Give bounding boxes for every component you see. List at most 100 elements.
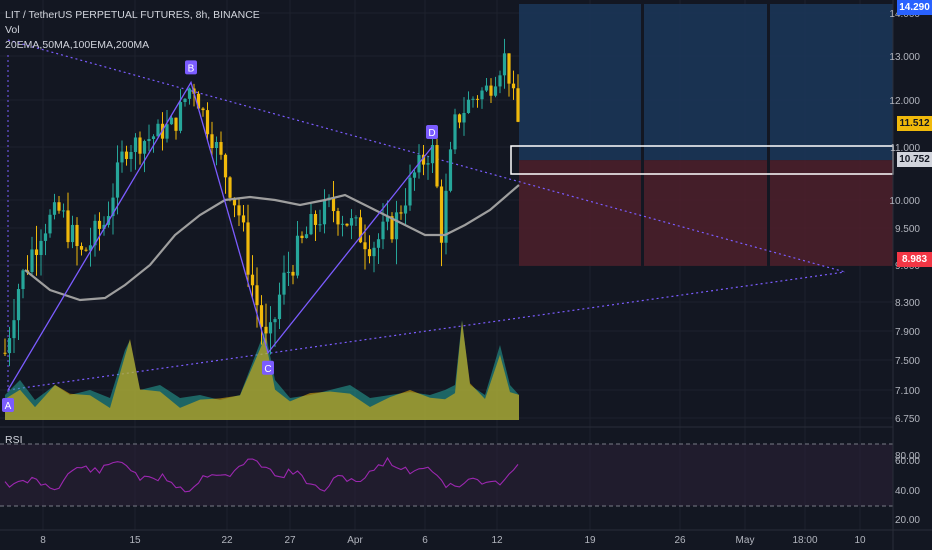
candle-body xyxy=(336,211,340,225)
candle-body xyxy=(111,197,115,217)
candle-body xyxy=(322,200,327,225)
target-price-label: 14.290 xyxy=(897,0,932,15)
time-tick-label: 12 xyxy=(491,535,503,546)
rsi-tick-label: 20.00 xyxy=(895,515,920,526)
pattern-point-d xyxy=(426,125,438,139)
candle-body xyxy=(403,205,408,214)
candle-body xyxy=(394,212,399,240)
candle-body xyxy=(511,83,516,89)
entry-price-label: 10.752 xyxy=(897,152,932,167)
candle-body xyxy=(156,123,160,137)
time-tick-label: 6 xyxy=(422,535,428,546)
moving-average-label[interactable]: 20EMA,50MA,100EMA,200MA xyxy=(5,39,150,51)
candle-body xyxy=(237,205,241,216)
candle-body xyxy=(457,114,462,123)
candle-body xyxy=(466,99,471,113)
rsi-label[interactable]: RSI xyxy=(5,434,23,446)
candle-body xyxy=(426,163,430,165)
candle-body xyxy=(309,214,313,235)
candle-body xyxy=(61,210,66,212)
candle-body xyxy=(228,177,232,198)
candle-body xyxy=(66,210,70,243)
time-tick-label: May xyxy=(736,535,755,546)
candle-body xyxy=(277,294,282,320)
candle-body xyxy=(214,142,219,149)
time-tick-label: 22 xyxy=(221,535,233,546)
candle-body xyxy=(210,134,214,149)
candle-body xyxy=(75,224,79,247)
rsi-tick-label: 80.00 xyxy=(895,451,920,462)
pattern-point-label: A xyxy=(5,401,12,412)
candle-body xyxy=(259,305,264,327)
candle-body xyxy=(232,197,237,206)
rsi-line xyxy=(4,456,519,493)
candle-body xyxy=(502,53,507,76)
price-tick-label: 9.500 xyxy=(895,224,920,235)
candle-body xyxy=(57,202,61,211)
zone-separator xyxy=(641,4,644,266)
zone-separator xyxy=(767,4,770,266)
candle-body xyxy=(147,139,151,142)
candle-body xyxy=(453,114,457,150)
candle-body xyxy=(142,141,147,154)
candle-body xyxy=(340,223,345,225)
price-tick-label: 12.000 xyxy=(889,96,920,107)
candle-body xyxy=(448,149,453,191)
candle-body xyxy=(124,151,129,159)
candle-body xyxy=(97,220,102,229)
candle-body xyxy=(498,75,502,87)
time-tick-label: 15 xyxy=(129,535,141,546)
candle-body xyxy=(43,233,48,241)
candle-body xyxy=(70,224,75,243)
candle-body xyxy=(480,90,484,100)
candle-body xyxy=(88,245,93,251)
candle-body xyxy=(507,53,511,84)
pattern-point-b xyxy=(185,60,197,75)
candle-body xyxy=(408,177,412,206)
candle-body xyxy=(205,110,210,135)
volume-indicator-label[interactable]: Vol xyxy=(5,24,20,36)
candle-body xyxy=(295,235,300,276)
candle-body xyxy=(300,235,304,239)
candle-body xyxy=(291,271,295,276)
time-tick-label: 27 xyxy=(284,535,296,546)
candle-body xyxy=(201,108,205,111)
candle-body xyxy=(390,216,394,240)
candle-body xyxy=(93,220,97,246)
time-tick-label: 8 xyxy=(40,535,46,546)
price-tick-label: 7.900 xyxy=(895,327,920,338)
candle-body xyxy=(358,217,363,243)
price-tick-label: 7.500 xyxy=(895,356,920,367)
lower-trendline xyxy=(7,271,846,391)
time-tick-label: 18:00 xyxy=(792,535,817,546)
candle-body xyxy=(516,88,520,122)
time-tick-label: 10 xyxy=(854,535,866,546)
candle-body xyxy=(462,112,466,123)
candle-body xyxy=(178,102,183,131)
candle-body xyxy=(115,162,120,198)
candle-body xyxy=(3,352,7,354)
price-tick-label: 10.000 xyxy=(889,196,920,207)
candle-body xyxy=(138,137,142,154)
pattern-point-label: D xyxy=(428,128,435,139)
moving-average-line xyxy=(24,184,520,302)
candle-body xyxy=(151,136,156,140)
pattern-point-a xyxy=(2,398,14,412)
candle-body xyxy=(268,322,273,334)
candle-body xyxy=(313,214,318,225)
candle-body xyxy=(444,190,448,243)
candle-body xyxy=(273,319,277,323)
candle-body xyxy=(367,249,372,257)
price-tick-label: 8.300 xyxy=(895,298,920,309)
candle-body xyxy=(399,212,403,214)
candle-body xyxy=(286,271,291,273)
candle-body xyxy=(187,88,192,99)
candle-body xyxy=(304,234,309,239)
candle-body xyxy=(345,223,349,226)
current-price-label: 11.512 xyxy=(897,116,932,131)
candle-body xyxy=(223,154,228,178)
time-tick-label: Apr xyxy=(347,535,363,546)
candle-body xyxy=(16,289,21,321)
